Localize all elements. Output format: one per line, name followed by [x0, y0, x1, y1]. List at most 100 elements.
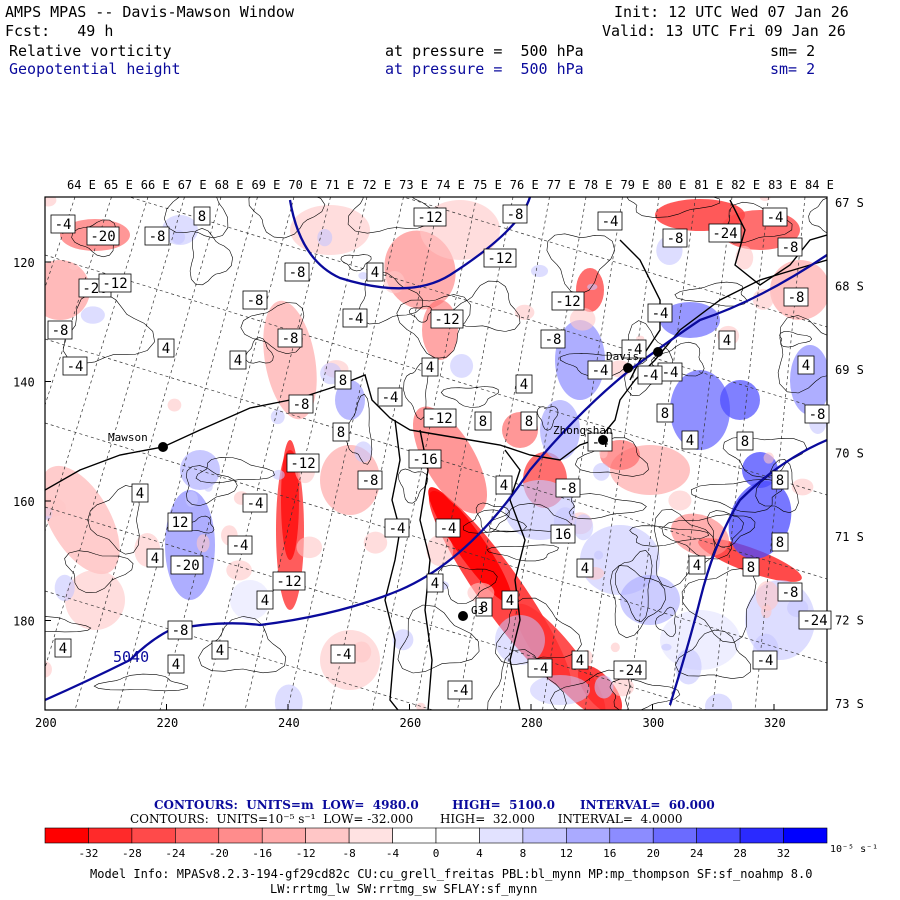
colorbar-tick: 16 — [603, 847, 616, 860]
contour-label: 4 — [802, 358, 810, 374]
lon-label: 74 E — [436, 178, 465, 192]
contour-label: -4 — [247, 496, 264, 512]
contour-label: -4 — [757, 653, 774, 669]
contour-label: -8 — [149, 229, 166, 245]
contour-label-box — [332, 422, 350, 442]
contour-label: 4 — [506, 593, 514, 609]
contour-label-box — [288, 394, 314, 414]
colorbar-swatch — [652, 827, 697, 844]
contour-label: 4 — [151, 551, 159, 567]
colorbar-tick: 12 — [560, 847, 573, 860]
forecast-hour: Fcst: 49 h — [5, 22, 114, 40]
contour-label-box — [597, 211, 623, 231]
contour-label: -12 — [427, 411, 452, 427]
contour-label: -16 — [412, 452, 437, 468]
x-axis-label: 240 — [278, 716, 300, 730]
contour-label-box — [621, 339, 647, 359]
lon-label: 75 E — [473, 178, 502, 192]
contour-label: -4 — [602, 214, 619, 230]
contour-label: 4 — [59, 641, 67, 657]
contour-label-box — [426, 573, 444, 593]
lat-label: 70 S — [835, 447, 864, 461]
lon-label: 66 E — [141, 178, 170, 192]
contour-label: -24 — [712, 226, 737, 242]
contour-label-box — [286, 453, 320, 473]
contour-label-box — [157, 338, 175, 358]
field2-name: Geopotential height — [9, 60, 181, 78]
contour-label-box — [804, 404, 830, 424]
contour-label-box — [284, 262, 310, 282]
contour-label: -4 — [55, 217, 72, 233]
contour-label-box — [576, 558, 594, 578]
x-axis-label: 320 — [764, 716, 786, 730]
contour-label-box — [762, 207, 788, 227]
contour-label: -4 — [767, 210, 784, 226]
x-axis-label: 220 — [157, 716, 179, 730]
model-info-line1: Model Info: MPASv8.2.3-194-gf29cd82c CU:… — [90, 867, 813, 881]
lon-label: 79 E — [621, 178, 650, 192]
contour-label: 4 — [500, 478, 508, 494]
contour-label: 4 — [581, 561, 589, 577]
contour-label-box — [330, 644, 356, 664]
colorbar-tick: -32 — [79, 847, 99, 860]
contour-label: -20 — [174, 558, 199, 574]
contour-label-box — [742, 557, 760, 577]
contour-label: -8 — [507, 207, 524, 223]
contour-label-box — [435, 518, 461, 538]
colorbar-swatch — [88, 827, 133, 844]
contour-label-box — [211, 640, 229, 660]
lon-label: 81 E — [694, 178, 723, 192]
contour-label-box — [423, 408, 457, 428]
contour-label-box — [798, 610, 832, 630]
contour-label-box — [777, 237, 803, 257]
colorbar-swatch — [696, 827, 741, 844]
contour-label: -8 — [667, 231, 684, 247]
contour-label-box — [483, 248, 517, 268]
contour-label: -8 — [289, 265, 306, 281]
lat-label: 68 S — [835, 280, 864, 294]
contour-label: 4 — [172, 657, 180, 673]
contour-label-box — [256, 590, 274, 610]
contour-label-box — [656, 403, 674, 423]
height-contour-label: 5040 — [113, 648, 149, 666]
station-label-davis: Davis — [606, 350, 639, 363]
contour-label-box — [587, 360, 613, 380]
contour-label-box — [408, 449, 442, 469]
contour-label: 8 — [776, 473, 784, 489]
contour-label: -4 — [347, 311, 364, 327]
field1-level: at pressure = 500 hPa — [385, 42, 584, 60]
field2-level: at pressure = 500 hPa — [385, 60, 584, 78]
contour-label: 8 — [337, 425, 345, 441]
contour-label-box — [555, 478, 581, 498]
contour-label: -24 — [617, 663, 642, 679]
colorbar-swatch — [175, 827, 220, 844]
contour-label: -4 — [452, 683, 469, 699]
contour-label: 4 — [686, 433, 694, 449]
contour-label-box — [613, 660, 647, 680]
map-frame — [44, 196, 828, 711]
contour-label-box — [777, 582, 803, 602]
contour-label: -8 — [282, 331, 299, 347]
contour-label: 8 — [480, 600, 488, 616]
station-marker — [458, 611, 468, 621]
contour-label-box — [501, 590, 519, 610]
contour-label-box — [272, 571, 306, 591]
lon-label: 72 E — [362, 178, 391, 192]
contour-label-box — [146, 548, 164, 568]
contour-label-box — [50, 214, 76, 234]
colorbar-tick: 0 — [433, 847, 440, 860]
lon-label: 82 E — [731, 178, 760, 192]
contour-label-box — [229, 350, 247, 370]
contour-label-box — [708, 223, 742, 243]
contour-label: -4 — [626, 342, 643, 358]
plot-title: AMPS MPAS -- Davis-Mawson Window — [5, 3, 294, 21]
contour-label: 4 — [371, 265, 379, 281]
contour-label: 8 — [339, 373, 347, 389]
colorbar-tick: 28 — [733, 847, 746, 860]
colorbar-tick: -28 — [122, 847, 142, 860]
lon-label: 77 E — [547, 178, 576, 192]
contour-label-box — [242, 493, 268, 513]
contour-label-box — [277, 328, 303, 348]
contour-label-box — [550, 524, 576, 544]
contour-label: 8 — [776, 535, 784, 551]
